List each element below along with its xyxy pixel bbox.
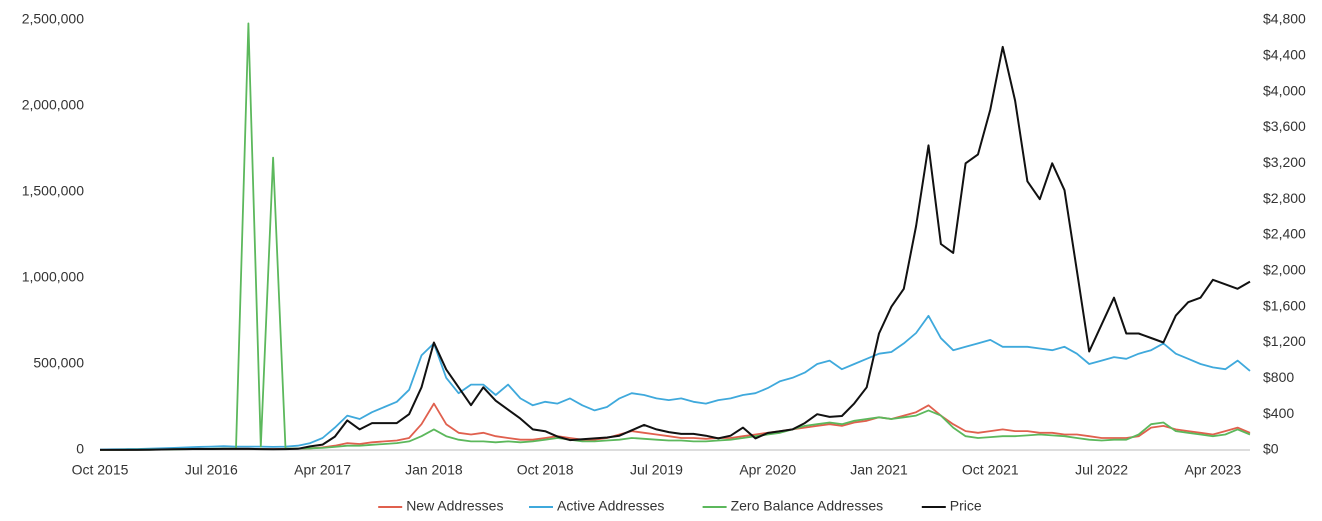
y-tick-label: 1,000,000 [22,269,84,285]
x-tick-label: Apr 2023 [1184,462,1241,478]
y2-tick-label: $4,800 [1263,11,1306,27]
series-line [99,314,1251,451]
y2-tick-label: $4,000 [1263,82,1306,98]
x-tick-label: Jul 2022 [1075,462,1128,478]
legend-label: Price [950,498,982,514]
legend-label: Active Addresses [557,498,664,514]
x-tick-label: Apr 2020 [739,462,796,478]
y2-tick-label: $800 [1263,369,1294,385]
y2-tick-label: $3,600 [1263,118,1306,134]
y2-tick-label: $2,400 [1263,226,1306,242]
legend-label: New Addresses [406,498,503,514]
y2-tick-label: $2,800 [1263,190,1306,206]
series-line [99,402,1251,451]
series-line [100,45,1251,451]
y2-tick-label: $400 [1263,405,1294,421]
x-tick-label: Oct 2015 [72,462,129,478]
y2-tick-label: $0 [1263,441,1279,457]
y2-tick-label: $1,600 [1263,297,1306,313]
legend-label: Zero Balance Addresses [731,498,884,514]
x-tick-label: Jul 2016 [185,462,238,478]
y2-tick-label: $4,400 [1263,47,1306,63]
series-line [100,22,1251,451]
x-tick-label: Oct 2018 [517,462,574,478]
y2-tick-label: $2,000 [1263,262,1306,278]
y-tick-label: 2,500,000 [22,11,84,27]
y-tick-label: 0 [76,441,84,457]
y2-tick-label: $3,200 [1263,154,1306,170]
x-tick-label: Jan 2018 [405,462,463,478]
y-tick-label: 500,000 [33,355,84,371]
y2-tick-label: $1,200 [1263,333,1306,349]
y-tick-label: 2,000,000 [22,97,84,113]
x-tick-label: Oct 2021 [962,462,1019,478]
x-tick-label: Jul 2019 [630,462,683,478]
x-tick-label: Apr 2017 [294,462,351,478]
y-tick-label: 1,500,000 [22,183,84,199]
x-tick-label: Jan 2021 [850,462,908,478]
